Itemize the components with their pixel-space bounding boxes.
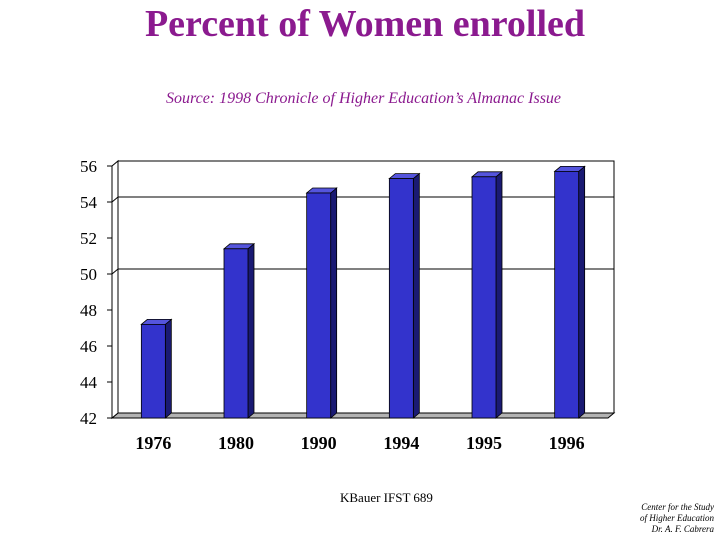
footer-credit: Center for the Study of Higher Education… xyxy=(594,502,714,535)
bar-side xyxy=(578,165,586,419)
bar-side xyxy=(330,187,338,419)
x-tick-label: 1995 xyxy=(466,433,502,453)
y-tick-label: 56 xyxy=(80,157,97,176)
bar-top xyxy=(222,243,256,250)
x-tick-label: 1980 xyxy=(218,433,254,453)
bar xyxy=(388,178,414,419)
bar-top xyxy=(305,187,338,194)
bar-side xyxy=(412,172,420,419)
gridline-side xyxy=(111,268,119,275)
x-tick-label: 1990 xyxy=(301,433,337,453)
y-tick-label: 46 xyxy=(80,337,97,356)
chart-title: Percent of Women enrolled xyxy=(144,3,586,45)
y-tick-label: 48 xyxy=(80,301,97,320)
bar-side xyxy=(495,170,503,419)
bar xyxy=(306,192,332,419)
credit-line-3: Dr. A. F. Cabrera xyxy=(651,524,714,534)
bar xyxy=(223,248,249,419)
bar-top xyxy=(388,173,421,180)
bar xyxy=(140,323,166,419)
bar-top xyxy=(553,165,586,172)
y-tick-label: 52 xyxy=(80,229,97,248)
x-tick-label: 1996 xyxy=(549,433,585,453)
bar xyxy=(554,170,580,419)
plot-floor xyxy=(110,412,616,419)
y-tick-label: 42 xyxy=(80,409,97,428)
credit-line-2: of Higher Education xyxy=(640,513,714,523)
bar-side xyxy=(247,242,255,419)
x-tick-label: 1994 xyxy=(383,433,419,453)
footer-author: KBauer IFST 689 xyxy=(340,490,433,505)
bar xyxy=(471,176,497,419)
y-tick-label: 54 xyxy=(80,193,98,212)
bar-top xyxy=(470,171,504,178)
y-tick-label: 44 xyxy=(80,373,98,392)
y-tick-label: 50 xyxy=(80,265,97,284)
gridline-side xyxy=(111,196,119,203)
plot-back-wall xyxy=(117,160,615,414)
bar-top xyxy=(140,318,173,325)
x-tick-label: 1976 xyxy=(135,433,171,453)
credit-line-1: Center for the Study xyxy=(641,502,714,512)
chart-subtitle: Source: 1998 Chronicle of Higher Educati… xyxy=(165,90,562,107)
bar-side xyxy=(164,318,172,419)
